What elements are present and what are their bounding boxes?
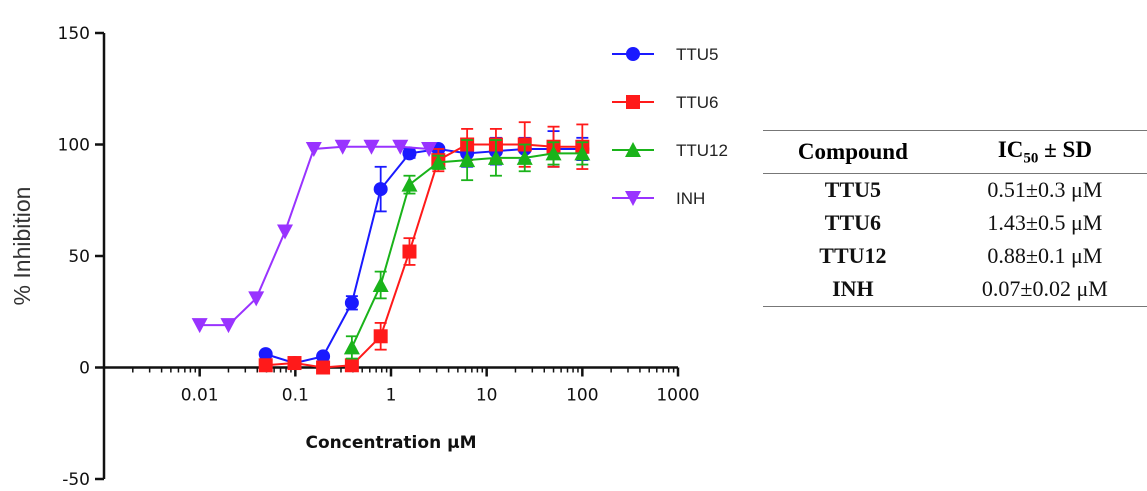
legend-item-ttu6: TTU6 xyxy=(612,93,719,112)
x-tick-label: 0.1 xyxy=(282,386,309,406)
y-ticks: -50 0 50 100 150 xyxy=(58,24,104,490)
compound-column-header: Compound xyxy=(797,139,908,165)
ic50-value: 0.88±0.1 μM xyxy=(987,242,1103,268)
data-point xyxy=(487,149,504,165)
compound-name: INH xyxy=(832,275,874,301)
data-point xyxy=(191,318,208,334)
ic50-value: 0.07±0.02 μM xyxy=(981,275,1108,301)
legend-item-ttu12: TTU12 xyxy=(612,141,728,160)
y-tick-label: 100 xyxy=(58,136,90,156)
compound-name: TTU6 xyxy=(824,209,882,235)
dose-response-chart: -50 0 50 100 150 0.01 0.1 1 10 100 1000 % Inhibit… xyxy=(9,24,728,490)
data-point xyxy=(305,141,322,157)
series-line xyxy=(265,147,583,365)
data-point xyxy=(373,329,388,344)
y-axis-title: % Inhibition xyxy=(9,187,35,306)
ic50-table-header-row: Compound IC50 ± SD xyxy=(763,130,1147,174)
legend-marker xyxy=(626,95,640,109)
data-point xyxy=(287,356,302,371)
data-point xyxy=(334,139,351,155)
data-point xyxy=(344,358,359,373)
data-point xyxy=(277,224,294,240)
data-point xyxy=(459,152,476,168)
table-row: TTU12 0.88±0.1 μM xyxy=(763,240,1147,273)
data-point xyxy=(392,139,409,155)
table-row: TTU5 0.51±0.3 μM xyxy=(763,173,1147,207)
y-tick-label: 0 xyxy=(79,359,90,379)
data-point xyxy=(516,149,533,165)
x-tick-label: 0.01 xyxy=(181,386,219,406)
data-point xyxy=(316,360,331,375)
series-line xyxy=(265,143,583,369)
data-point xyxy=(363,139,380,155)
legend-label: INH xyxy=(676,189,705,208)
ic50-column-header: IC50 ± SD xyxy=(943,131,1147,174)
data-point xyxy=(220,318,237,334)
x-axis-title: Concentration µM xyxy=(305,433,476,453)
data-point xyxy=(574,145,591,161)
series-layer xyxy=(191,121,591,375)
x-ticks: 0.01 0.1 1 10 100 1000 xyxy=(132,367,700,406)
table-row: INH 0.07±0.02 μM xyxy=(763,273,1147,307)
x-tick-label: 10 xyxy=(476,386,498,406)
compound-name: TTU12 xyxy=(819,242,887,268)
data-point xyxy=(344,295,359,310)
y-tick-label: -50 xyxy=(62,470,90,490)
data-point xyxy=(402,146,417,161)
ic50-value: 0.51±0.3 μM xyxy=(987,176,1103,202)
compound-name: TTU5 xyxy=(824,176,882,202)
data-point xyxy=(401,176,418,192)
ic50-header-prefix: IC xyxy=(997,137,1024,162)
y-tick-label: 150 xyxy=(58,24,90,44)
series-ttu6 xyxy=(258,121,590,375)
data-point xyxy=(545,145,562,161)
x-tick-label: 1000 xyxy=(656,386,699,406)
legend-marker xyxy=(625,191,641,206)
data-point xyxy=(421,141,438,157)
legend-item-inh: INH xyxy=(612,189,705,208)
data-point xyxy=(248,291,265,307)
data-point xyxy=(402,244,417,259)
data-point xyxy=(258,358,273,373)
legend-marker xyxy=(625,142,641,157)
series-inh xyxy=(191,139,438,334)
data-point xyxy=(343,339,360,355)
legend-label: TTU5 xyxy=(676,45,719,64)
data-point xyxy=(258,347,273,362)
ic50-table: Compound IC50 ± SD TTU5 0.51±0.3 μM TTU6… xyxy=(763,130,1147,307)
legend-item-ttu5: TTU5 xyxy=(612,45,719,64)
data-point xyxy=(430,154,447,170)
series-ttu12 xyxy=(343,139,591,360)
legend: TTU5 TTU6 TTU12 INH xyxy=(612,45,728,208)
y-tick-label: 50 xyxy=(68,247,90,267)
ic50-value: 1.43±0.5 μM xyxy=(987,209,1103,235)
legend-marker xyxy=(626,47,640,61)
x-tick-label: 100 xyxy=(566,386,598,406)
ic50-header-suffix: ± SD xyxy=(1038,137,1092,162)
table-row: TTU6 1.43±0.5 μM xyxy=(763,207,1147,240)
data-point xyxy=(373,182,388,197)
data-point xyxy=(316,349,331,364)
axes: -50 0 50 100 150 0.01 0.1 1 10 100 1000 xyxy=(58,24,700,490)
legend-label: TTU12 xyxy=(676,141,728,160)
x-tick-label: 1 xyxy=(386,386,397,406)
legend-label: TTU6 xyxy=(676,93,719,112)
ic50-header-subscript: 50 xyxy=(1023,150,1039,167)
data-point xyxy=(372,276,389,292)
